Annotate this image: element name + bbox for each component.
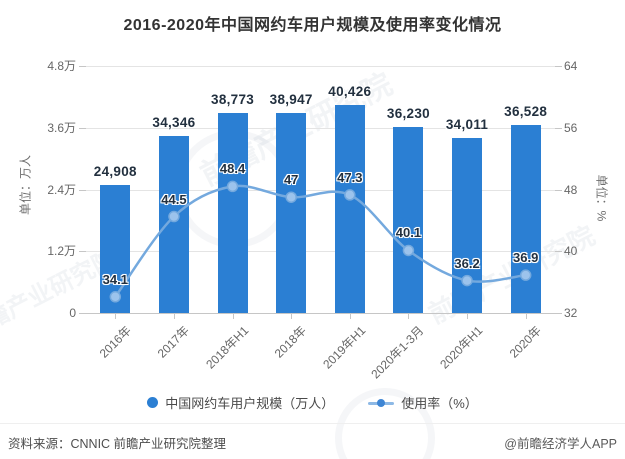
- line-value-label: 36.9: [513, 250, 539, 266]
- gridline: [86, 66, 555, 67]
- line-value-label: 47.3: [337, 169, 363, 185]
- line-value-label: 36.2: [454, 255, 480, 271]
- chart-title: 2016-2020年中国网约车用户规模及使用率变化情况: [123, 17, 502, 34]
- right-axis-tick: [555, 127, 562, 129]
- x-axis-label: 2018年: [272, 323, 310, 361]
- x-axis-label: 2018年H1: [202, 323, 251, 372]
- line-series-marker-icon: [368, 397, 395, 408]
- right-axis-title: 单位：%: [594, 174, 609, 222]
- right-axis-tick-label: 40: [564, 244, 578, 259]
- line-value-label: 40.1: [395, 225, 422, 241]
- bar: [510, 125, 541, 313]
- x-axis-label: 2020年: [506, 323, 545, 361]
- left-axis-tick-label: 2.4万: [47, 182, 76, 197]
- x-axis-label: 2019年H1: [320, 323, 369, 372]
- line-value-label: 34.1: [102, 271, 128, 287]
- bar: [452, 137, 483, 313]
- right-axis-tick: [555, 251, 562, 253]
- left-axis-tick: [79, 313, 86, 314]
- left-axis-tick: [79, 251, 86, 253]
- right-axis-tick-label: 32: [564, 306, 578, 320]
- x-axis-label: 2020年1-3月: [368, 323, 427, 382]
- left-axis-tick: [79, 127, 86, 129]
- bar: [393, 126, 424, 313]
- credit-text: @前瞻经济学人APP: [504, 437, 617, 451]
- gridline: [86, 127, 555, 129]
- legend-item-usage-rate[interactable]: 使用率（%）: [368, 393, 478, 412]
- x-axis-tick: [525, 314, 527, 319]
- line-value-label: 47: [283, 172, 299, 188]
- left-axis-tick-label: 1.2万: [47, 244, 76, 259]
- bar: [100, 184, 131, 313]
- x-axis-tick: [349, 314, 351, 319]
- bar-value-label: 40,426: [328, 83, 372, 99]
- chart-legend: 中国网约车用户规模（万人） 使用率（%）: [0, 393, 625, 412]
- x-axis-tick: [173, 314, 175, 319]
- right-axis-tick-label: 48: [564, 182, 578, 197]
- data-source-text: 资料来源：CNNIC 前瞻产业研究院整理: [8, 437, 227, 451]
- x-axis-tick: [232, 314, 234, 319]
- left-axis-tick: [79, 189, 86, 191]
- x-axis-label: 2017年: [154, 323, 193, 361]
- x-axis-label: 2016年: [96, 323, 134, 361]
- bar-series-marker-icon: [147, 397, 159, 408]
- bar: [276, 112, 307, 313]
- right-axis-tick-label: 56: [564, 120, 578, 135]
- left-axis-tick: [79, 66, 86, 67]
- x-axis-tick: [467, 314, 469, 319]
- bar-value-label: 36,230: [386, 105, 430, 121]
- legend-label: 使用率（%）: [401, 396, 478, 411]
- gridline: [86, 189, 555, 191]
- bar-value-label: 24,908: [93, 163, 137, 179]
- bar-value-label: 34,346: [152, 115, 196, 131]
- right-axis-tick: [555, 66, 562, 67]
- left-axis-tick-label: 4.8万: [47, 59, 76, 73]
- line-value-label: 44.5: [161, 191, 187, 207]
- left-axis-tick-label: 0: [69, 306, 76, 320]
- x-axis-tick: [115, 314, 117, 319]
- bar-value-label: 38,947: [269, 91, 313, 107]
- right-axis-tick-label: 64: [564, 59, 578, 73]
- bar-value-label: 34,011: [445, 116, 489, 132]
- left-axis-tick-label: 3.6万: [47, 120, 76, 135]
- x-axis-tick: [408, 314, 410, 319]
- x-axis-tick: [291, 314, 293, 319]
- line-value-label: 48.4: [219, 161, 246, 177]
- footer: 资料来源：CNNIC 前瞻产业研究院整理 @前瞻经济学人APP: [0, 423, 625, 459]
- x-axis-line: [86, 313, 555, 314]
- legend-label: 中国网约车用户规模（万人）: [165, 396, 335, 411]
- gridline: [86, 251, 555, 253]
- right-axis-tick: [555, 189, 562, 191]
- bar: [334, 104, 365, 313]
- bar: [158, 136, 189, 313]
- bar: [217, 113, 248, 313]
- legend-item-user-scale[interactable]: 中国网约车用户规模（万人）: [147, 393, 334, 412]
- right-axis-tick: [555, 313, 562, 314]
- bar-value-label: 38,773: [211, 92, 255, 108]
- x-axis-label: 2020年H1: [437, 323, 486, 372]
- bar-value-label: 36,528: [504, 104, 548, 120]
